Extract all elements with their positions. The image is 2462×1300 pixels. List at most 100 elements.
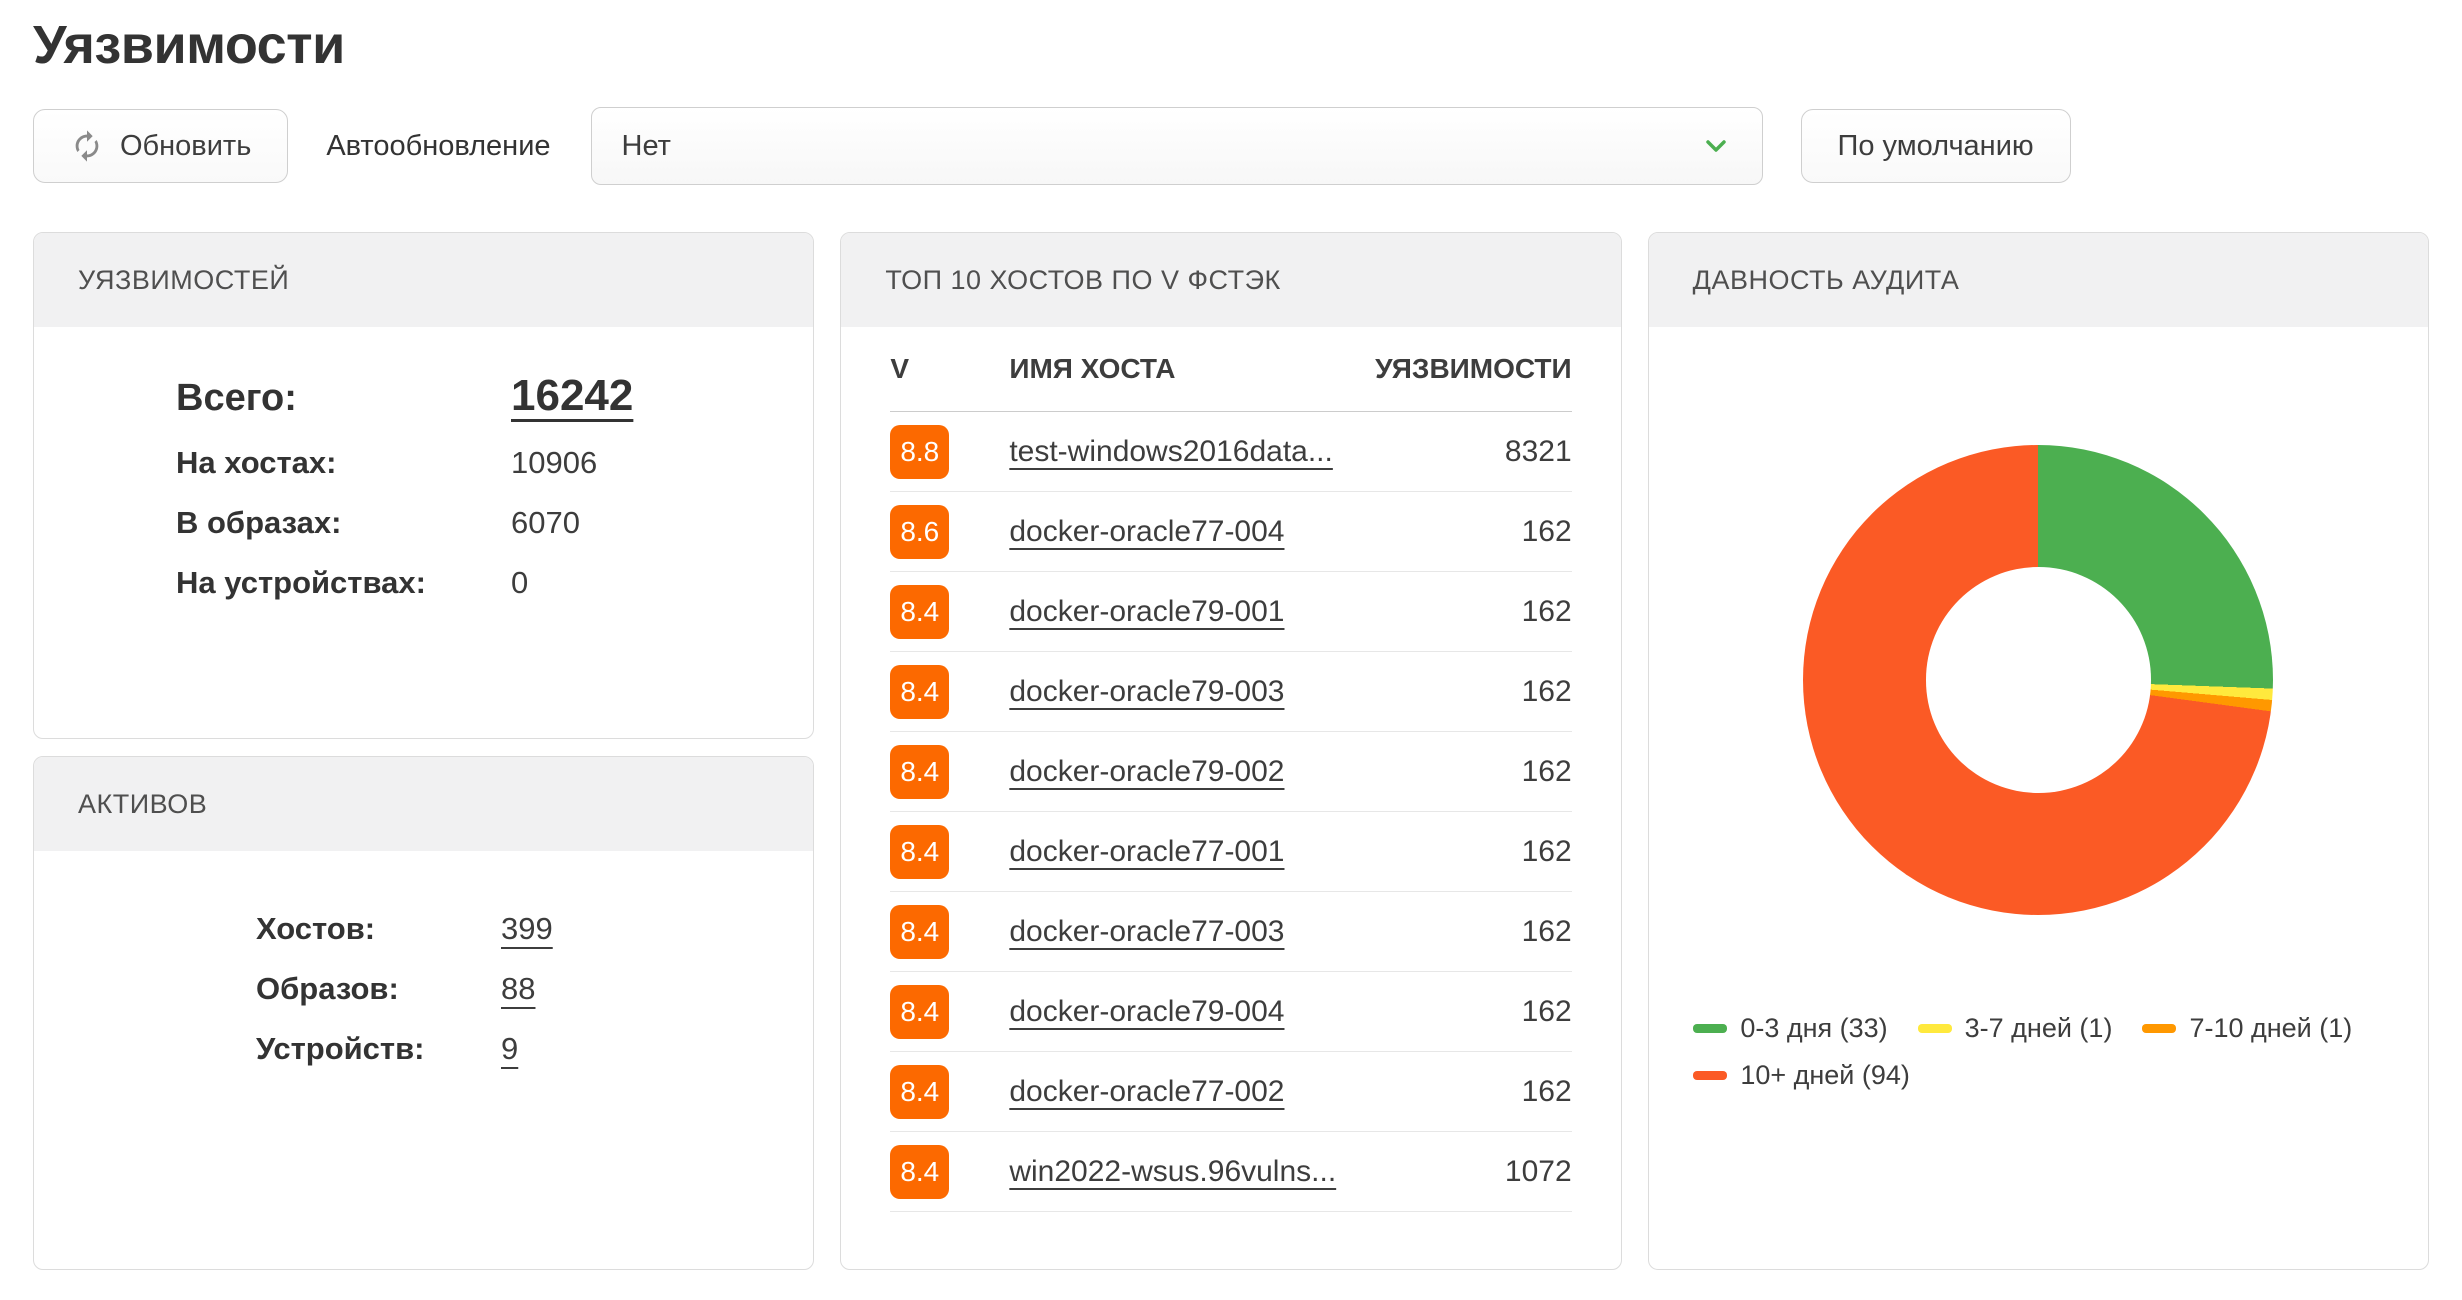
- top-hosts-panel-title: ТОП 10 ХОСТОВ ПО V ФСТЭК: [841, 233, 1621, 327]
- total-vulns-link[interactable]: 16242: [511, 371, 634, 420]
- devices-count-link[interactable]: 9: [501, 1031, 519, 1066]
- autorefresh-selected-value: Нет: [621, 129, 671, 162]
- audit-age-panel-title: ДАВНОСТЬ АУДИТА: [1648, 233, 2428, 327]
- host-link[interactable]: docker-oracle79-001: [1009, 594, 1285, 628]
- stat-row-devices: На устройствах: 0: [176, 565, 773, 601]
- table-row: 8.4 docker-oracle77-001 162: [890, 812, 1572, 892]
- host-link[interactable]: docker-oracle77-001: [1009, 834, 1285, 868]
- vuln-count: 162: [1521, 674, 1572, 708]
- stat-row-hosts-count: Хостов: 399: [256, 911, 773, 947]
- stat-label: На хостах:: [176, 445, 337, 480]
- stat-label: На устройствах:: [176, 565, 426, 600]
- table-row: 8.8 test-windows2016data... 8321: [890, 412, 1572, 492]
- legend-color-dash: [2142, 1024, 2177, 1033]
- severity-badge: 8.4: [890, 984, 950, 1039]
- vulnerabilities-stats: Всего: 16242 На хостах: 10906 В образах:…: [34, 327, 813, 601]
- host-link[interactable]: win2022-wsus.96vulns...: [1009, 1154, 1337, 1188]
- stat-value: 0: [511, 565, 529, 600]
- legend-label: 0-3 дня (33): [1740, 1013, 1888, 1043]
- vuln-count: 1072: [1504, 1154, 1572, 1188]
- host-link[interactable]: test-windows2016data...: [1009, 434, 1333, 468]
- table-row: 8.4 win2022-wsus.96vulns... 1072: [890, 1132, 1572, 1212]
- table-row: 8.4 docker-oracle79-002 162: [890, 732, 1572, 812]
- legend-color-dash: [1693, 1024, 1728, 1033]
- stat-row-hosts: На хостах: 10906: [176, 445, 773, 481]
- top-hosts-table-header: V ИМЯ ХОСТА УЯЗВИМОСТИ: [890, 327, 1572, 412]
- legend-color-dash: [1917, 1024, 1952, 1033]
- table-row: 8.4 docker-oracle77-002 162: [890, 1052, 1572, 1132]
- legend-label: 3-7 дней (1): [1964, 1013, 2113, 1043]
- vuln-count: 8321: [1504, 434, 1572, 468]
- legend-item[interactable]: 7-10 дней (1): [2142, 1013, 2352, 1044]
- host-link[interactable]: docker-oracle79-004: [1009, 994, 1285, 1028]
- default-button-label: По умолчанию: [1837, 129, 2034, 162]
- default-layout-button[interactable]: По умолчанию: [1800, 109, 2071, 183]
- left-column: УЯЗВИМОСТЕЙ Всего: 16242 На хостах: 1090…: [33, 232, 815, 1270]
- column-header-vulns: УЯЗВИМОСТИ: [1375, 353, 1572, 384]
- stat-row-images-count: Образов: 88: [256, 971, 773, 1007]
- stat-row-total: Всего: 16242: [176, 371, 773, 421]
- toolbar: Обновить Автообновление Нет По умолчанию: [33, 107, 2429, 185]
- column-header-score: V: [890, 353, 910, 384]
- audit-age-panel: ДАВНОСТЬ АУДИТА 0-3 дня (33) 3-7 дней (1)…: [1647, 232, 2429, 1270]
- refresh-button[interactable]: Обновить: [33, 109, 289, 183]
- autorefresh-select[interactable]: Нет: [590, 107, 1763, 185]
- severity-badge: 8.4: [890, 824, 950, 879]
- severity-badge: 8.6: [890, 504, 950, 559]
- host-link[interactable]: docker-oracle77-002: [1009, 1074, 1285, 1108]
- table-row: 8.4 docker-oracle79-004 162: [890, 972, 1572, 1052]
- legend-item[interactable]: 10+ дней (94): [1693, 1060, 1910, 1091]
- host-link[interactable]: docker-oracle77-003: [1009, 914, 1285, 948]
- severity-badge: 8.4: [890, 904, 950, 959]
- top-hosts-rows: 8.8 test-windows2016data... 8321 8.6 docker-…: [890, 412, 1572, 1212]
- vuln-count: 162: [1521, 1074, 1572, 1108]
- legend-label: 10+ дней (94): [1740, 1060, 1910, 1090]
- vulnerabilities-panel-title: УЯЗВИМОСТЕЙ: [34, 233, 814, 327]
- host-link[interactable]: docker-oracle79-003: [1009, 674, 1285, 708]
- refresh-button-label: Обновить: [120, 129, 252, 162]
- vulnerabilities-dashboard: Уязвимости Обновить Автообновление Нет П…: [33, 15, 2429, 1270]
- assets-panel-title: АКТИВОВ: [34, 757, 814, 851]
- table-row: 8.4 docker-oracle79-001 162: [890, 572, 1572, 652]
- assets-panel: АКТИВОВ Хостов: 399 Образов: 88 Устройст…: [33, 756, 815, 1270]
- legend-item[interactable]: 3-7 дней (1): [1917, 1013, 2113, 1044]
- page-title: Уязвимости: [33, 15, 345, 75]
- assets-stats: Хостов: 399 Образов: 88 Устройств: 9: [34, 851, 813, 1067]
- vuln-count: 162: [1521, 514, 1572, 548]
- stat-row-images: В образах: 6070: [176, 505, 773, 541]
- legend-label: 7-10 дней (1): [2189, 1013, 2353, 1043]
- stat-label: Образов:: [256, 971, 399, 1006]
- host-link[interactable]: docker-oracle79-002: [1009, 754, 1285, 788]
- severity-badge: 8.4: [890, 1064, 950, 1119]
- severity-badge: 8.4: [890, 1144, 950, 1199]
- chevron-down-icon: [1700, 130, 1732, 162]
- top-hosts-table: V ИМЯ ХОСТА УЯЗВИМОСТИ 8.8 test-windows20…: [890, 327, 1572, 1212]
- legend-item[interactable]: 0-3 дня (33): [1693, 1013, 1888, 1044]
- column-header-host: ИМЯ ХОСТА: [1009, 353, 1176, 384]
- table-row: 8.4 docker-oracle79-003 162: [890, 652, 1572, 732]
- vuln-count: 162: [1521, 754, 1572, 788]
- table-row: 8.4 docker-oracle77-003 162: [890, 892, 1572, 972]
- severity-badge: 8.4: [890, 744, 950, 799]
- donut-hole: [1925, 567, 2152, 793]
- donut-chart[interactable]: [1803, 445, 2274, 915]
- severity-badge: 8.8: [890, 424, 950, 479]
- stat-value: 6070: [511, 505, 580, 540]
- vuln-count: 162: [1521, 914, 1572, 948]
- top-hosts-panel: ТОП 10 ХОСТОВ ПО V ФСТЭК V ИМЯ ХОСТА УЯЗ…: [840, 232, 1622, 1270]
- vulnerabilities-panel: УЯЗВИМОСТЕЙ Всего: 16242 На хостах: 1090…: [33, 232, 815, 739]
- table-row: 8.6 docker-oracle77-004 162: [890, 492, 1572, 572]
- images-count-link[interactable]: 88: [501, 971, 536, 1006]
- hosts-count-link[interactable]: 399: [501, 911, 553, 946]
- vuln-count: 162: [1521, 994, 1572, 1028]
- stat-row-devices-count: Устройств: 9: [256, 1031, 773, 1067]
- chart-legend: 0-3 дня (33) 3-7 дней (1) 7-10 дней (1) 10+…: [1693, 1013, 2383, 1091]
- stat-label: Всего:: [176, 377, 297, 419]
- vuln-count: 162: [1521, 594, 1572, 628]
- stat-value: 10906: [511, 445, 598, 480]
- stat-label: Устройств:: [256, 1031, 425, 1066]
- panels-grid: УЯЗВИМОСТЕЙ Всего: 16242 На хостах: 1090…: [33, 232, 2429, 1270]
- autorefresh-label: Автообновление: [326, 129, 551, 162]
- host-link[interactable]: docker-oracle77-004: [1009, 514, 1285, 548]
- stat-label: Хостов:: [256, 911, 376, 946]
